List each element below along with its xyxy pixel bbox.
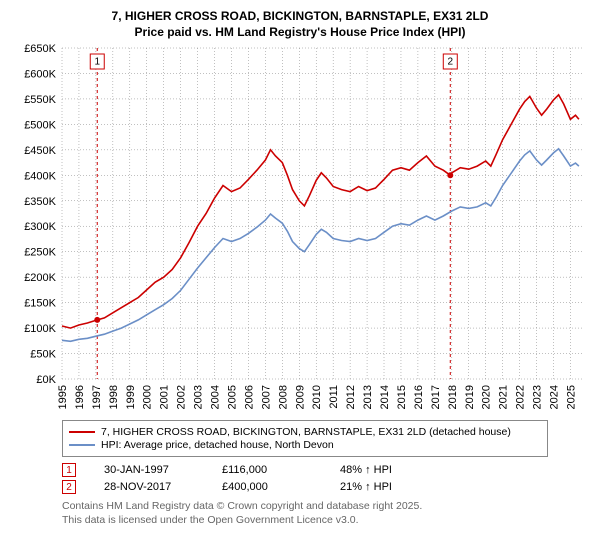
svg-text:1996: 1996 <box>74 385 86 409</box>
svg-text:£100K: £100K <box>24 323 56 335</box>
legend-label-red: 7, HIGHER CROSS ROAD, BICKINGTON, BARNST… <box>101 426 511 438</box>
svg-text:£450K: £450K <box>24 145 56 157</box>
attribution: Contains HM Land Registry data © Crown c… <box>62 500 590 527</box>
svg-text:1995: 1995 <box>57 385 69 409</box>
svg-text:£300K: £300K <box>24 222 56 234</box>
svg-text:2019: 2019 <box>464 385 476 409</box>
svg-text:2025: 2025 <box>565 385 577 409</box>
sale-date: 28-NOV-2017 <box>104 481 194 493</box>
svg-text:2022: 2022 <box>515 385 527 409</box>
svg-text:2023: 2023 <box>532 385 544 409</box>
legend-item-red: 7, HIGHER CROSS ROAD, BICKINGTON, BARNST… <box>69 426 541 438</box>
svg-text:2005: 2005 <box>226 385 238 409</box>
svg-text:2024: 2024 <box>548 385 560 409</box>
svg-text:2000: 2000 <box>142 385 154 409</box>
svg-text:2016: 2016 <box>413 385 425 409</box>
svg-text:1998: 1998 <box>108 385 120 409</box>
svg-text:2002: 2002 <box>176 385 188 409</box>
price-chart: £0K £50K £100K £150K £200K £250K £300K £350K £40… <box>10 44 590 414</box>
svg-text:2: 2 <box>447 57 453 68</box>
svg-text:2013: 2013 <box>362 385 374 409</box>
svg-text:2021: 2021 <box>498 385 510 409</box>
svg-text:1997: 1997 <box>91 385 103 409</box>
sale-delta: 21% ↑ HPI <box>340 481 430 493</box>
legend: 7, HIGHER CROSS ROAD, BICKINGTON, BARNST… <box>62 420 548 457</box>
title-line-1: 7, HIGHER CROSS ROAD, BICKINGTON, BARNST… <box>10 8 590 24</box>
svg-text:2018: 2018 <box>447 385 459 409</box>
svg-text:2012: 2012 <box>345 385 357 409</box>
svg-text:£350K: £350K <box>24 196 56 208</box>
svg-text:1999: 1999 <box>125 385 137 409</box>
svg-text:2015: 2015 <box>396 385 408 409</box>
svg-text:£200K: £200K <box>24 273 56 285</box>
svg-text:2001: 2001 <box>159 385 171 409</box>
svg-text:£50K: £50K <box>30 349 56 361</box>
footer-line-1: Contains HM Land Registry data © Crown c… <box>62 500 590 514</box>
svg-text:2004: 2004 <box>210 385 222 409</box>
svg-text:2009: 2009 <box>294 385 306 409</box>
svg-text:2006: 2006 <box>243 385 255 409</box>
sale-date: 30-JAN-1997 <box>104 464 194 476</box>
svg-text:2011: 2011 <box>328 385 340 409</box>
svg-text:2010: 2010 <box>311 385 323 409</box>
svg-text:£650K: £650K <box>24 44 56 55</box>
svg-text:£0K: £0K <box>36 374 56 386</box>
chart-title: 7, HIGHER CROSS ROAD, BICKINGTON, BARNST… <box>10 8 590 40</box>
svg-text:2020: 2020 <box>481 385 493 409</box>
sale-price: £400,000 <box>222 481 312 493</box>
svg-text:£500K: £500K <box>24 120 56 132</box>
sale-marker-2: 2 <box>62 480 76 494</box>
svg-text:£550K: £550K <box>24 94 56 106</box>
svg-text:2003: 2003 <box>193 385 205 409</box>
svg-text:£600K: £600K <box>24 69 56 81</box>
svg-text:£400K: £400K <box>24 171 56 183</box>
svg-text:2017: 2017 <box>430 385 442 409</box>
sales-table: 1 30-JAN-1997 £116,000 48% ↑ HPI 2 28-NOV-201… <box>62 463 590 494</box>
sale-row: 1 30-JAN-1997 £116,000 48% ↑ HPI <box>62 463 590 477</box>
sale-marker-1: 1 <box>62 463 76 477</box>
svg-text:1: 1 <box>94 57 100 68</box>
legend-swatch-blue <box>69 444 95 446</box>
svg-text:£150K: £150K <box>24 298 56 310</box>
sale-price: £116,000 <box>222 464 312 476</box>
legend-item-blue: HPI: Average price, detached house, Nort… <box>69 439 541 451</box>
title-line-2: Price paid vs. HM Land Registry's House … <box>10 24 590 40</box>
sale-delta: 48% ↑ HPI <box>340 464 430 476</box>
svg-text:2007: 2007 <box>260 385 272 409</box>
svg-text:2008: 2008 <box>277 385 289 409</box>
footer-line-2: This data is licensed under the Open Gov… <box>62 514 590 528</box>
svg-text:2014: 2014 <box>379 385 391 409</box>
sale-row: 2 28-NOV-2017 £400,000 21% ↑ HPI <box>62 480 590 494</box>
svg-text:£250K: £250K <box>24 247 56 259</box>
legend-label-blue: HPI: Average price, detached house, Nort… <box>101 439 334 451</box>
legend-swatch-red <box>69 431 95 433</box>
